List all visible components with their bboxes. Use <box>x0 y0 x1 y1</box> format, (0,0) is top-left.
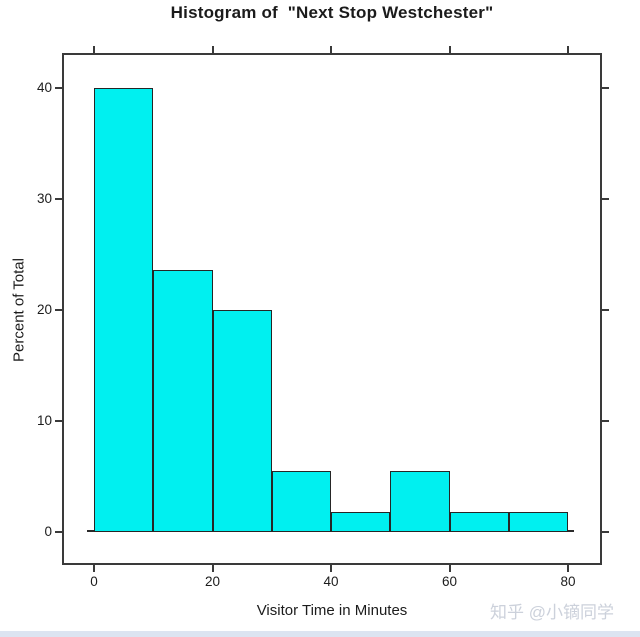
y-tick-right <box>602 198 609 200</box>
x-tick-bottom <box>211 565 214 572</box>
x-tick-bottom <box>93 565 95 572</box>
y-tick-label: 10 <box>36 413 52 428</box>
y-tick-left <box>55 420 62 422</box>
y-tick-left <box>55 531 62 533</box>
y-tick-label: 40 <box>36 80 52 95</box>
x-tick-bottom <box>448 565 451 572</box>
histogram-bar <box>508 512 568 532</box>
histogram-bar <box>390 470 450 532</box>
histogram-bar <box>94 88 154 532</box>
watermark-text: 知乎 @小镝同学 <box>490 603 614 622</box>
y-tick-left <box>55 87 62 89</box>
x-tick-top <box>448 46 451 53</box>
x-tick-bottom <box>330 565 332 572</box>
histogram-bar <box>212 310 272 532</box>
bottom-band <box>0 631 640 637</box>
x-tick-label: 60 <box>441 574 458 589</box>
y-tick-right <box>602 531 609 533</box>
x-tick-top <box>567 46 569 53</box>
y-tick-label: 30 <box>36 191 52 206</box>
y-tick-right <box>602 420 609 422</box>
y-tick-label: 20 <box>36 302 52 317</box>
chart-title: Histogram of "Next Stop Westchester" <box>170 3 494 22</box>
y-tick-right <box>602 87 609 89</box>
plot-frame <box>62 53 602 565</box>
x-tick-label: 0 <box>90 574 98 589</box>
x-axis-label: Visitor Time in Minutes <box>256 602 408 619</box>
x-tick-label: 80 <box>560 574 576 589</box>
histogram-bar <box>271 470 331 532</box>
histogram-bar <box>153 270 213 532</box>
y-tick-left <box>55 309 62 311</box>
histogram-bar <box>331 512 391 532</box>
histogram-bar <box>449 512 509 532</box>
x-tick-top <box>93 46 95 53</box>
y-tick-left <box>55 198 62 200</box>
y-tick-right <box>602 309 609 311</box>
x-tick-bottom <box>567 565 569 572</box>
y-tick-label: 0 <box>44 524 52 539</box>
x-tick-top <box>330 46 332 53</box>
x-tick-label: 40 <box>323 574 339 589</box>
x-tick-label: 20 <box>204 574 221 589</box>
x-tick-top <box>211 46 214 53</box>
